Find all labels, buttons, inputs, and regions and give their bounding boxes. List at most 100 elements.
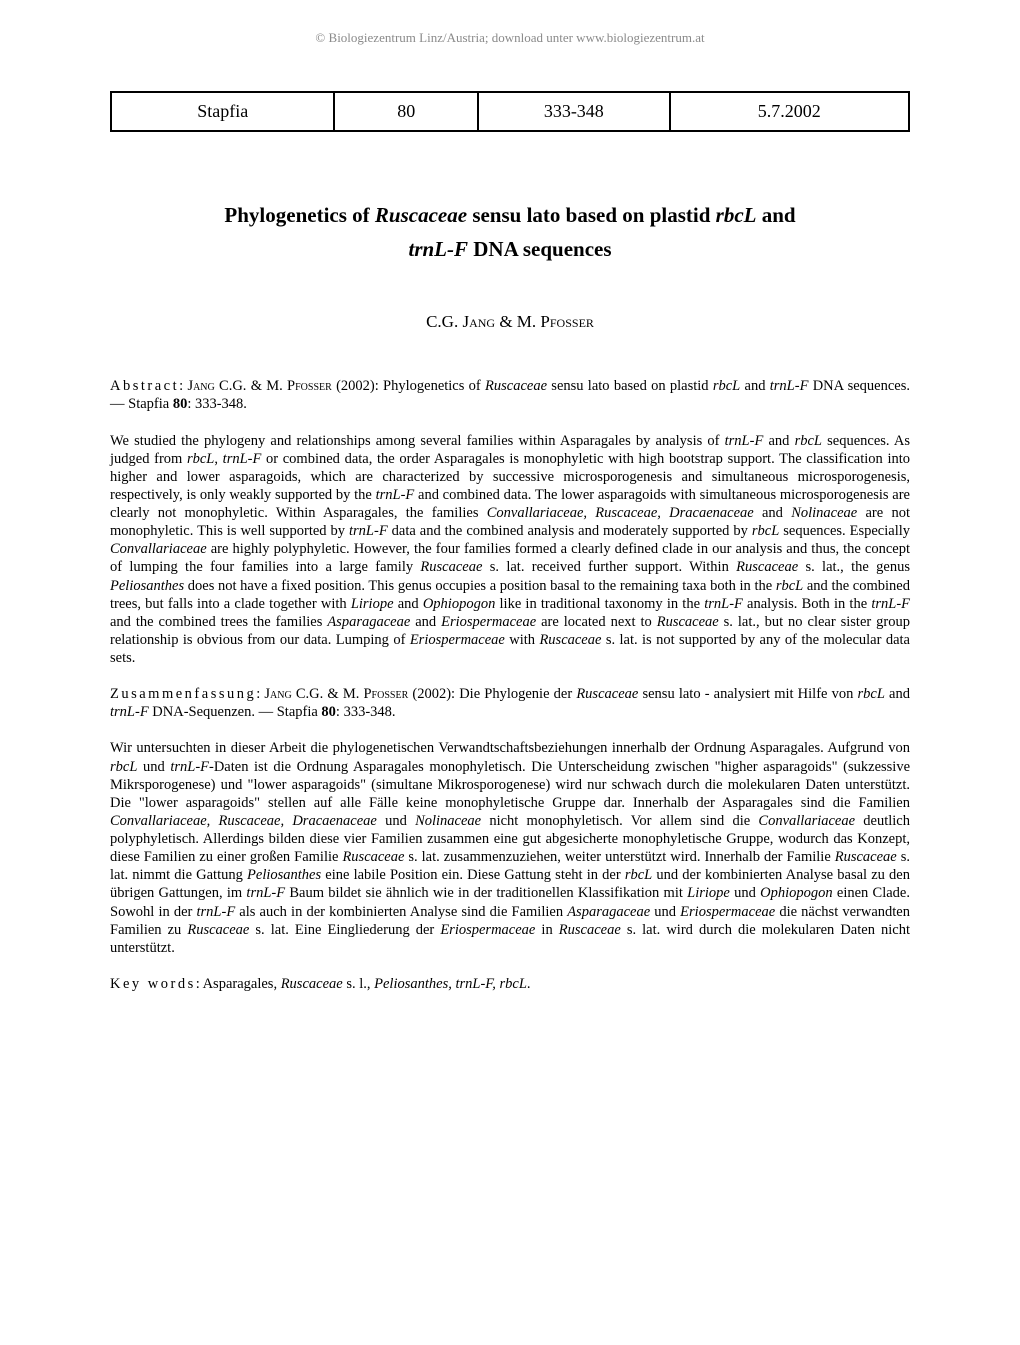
abstract-text: s. lat. received further support. Within (482, 559, 736, 575)
zusammenfassung-italic: Ruscaceae (559, 922, 621, 938)
pages-cell: 333-348 (478, 92, 670, 131)
abstract-text: are located next to (536, 614, 657, 630)
citation-text: and (740, 378, 770, 394)
zusammenfassung-text: nicht monophyletisch. Vor allem sind die (481, 813, 758, 829)
zusammenfassung-italic: Ruscaceae (187, 922, 249, 938)
abstract-text: , (214, 451, 222, 467)
zusammenfassung-italic: rbcL (110, 759, 137, 775)
citation-text: (2002): Phylogenetics of (332, 378, 485, 394)
abstract-text: s. lat., the genus (798, 559, 910, 575)
abstract-citation: Abstract: Jang C.G. & M. Pfosser (2002):… (110, 377, 910, 413)
keywords-text: . (527, 976, 531, 992)
zusammenfassung-italic: Liriope (687, 885, 730, 901)
citation-text: : 333-348. (336, 704, 396, 720)
citation-volume: 80 (321, 704, 336, 720)
keywords-text: : Asparagales, (196, 976, 281, 992)
abstract-italic: trnL-F (725, 433, 764, 449)
zusammenfassung-text: und (730, 885, 760, 901)
abstract-italic: trnL-F (223, 451, 262, 467)
abstract-italic: Eriospermaceae (441, 614, 536, 630)
abstract-italic: Peliosanthes (110, 578, 184, 594)
zusammenfassung-italic: Convallariaceae (758, 813, 855, 829)
subtitle-text: DNA sequences (468, 237, 612, 261)
zusammenfassung-italic: Ruscaceae (342, 849, 404, 865)
citation-text: (2002): Die Phylogenie der (408, 686, 576, 702)
zusammenfassung-italic: Eriospermaceae (680, 904, 775, 920)
author-separator: & M. (495, 312, 540, 331)
date-cell: 5.7.2002 (670, 92, 909, 131)
citation-italic: Ruscaceae (485, 378, 547, 394)
abstract-italic: Ruscaceae (539, 632, 601, 648)
citation-text: : 333-348. (187, 396, 247, 412)
article-subtitle: trnL-F DNA sequences (110, 237, 910, 262)
zusammenfassung-italic: Peliosanthes (247, 867, 321, 883)
citation-text: sensu lato - analysiert mit Hilfe von (638, 686, 857, 702)
citation-italic: trnL-F (110, 704, 149, 720)
abstract-text: analysis. Both in the (743, 596, 871, 612)
keywords-text: s. l., (343, 976, 374, 992)
table-row: Stapfia 80 333-348 5.7.2002 (111, 92, 909, 131)
abstract-italic: Convallariaceae (110, 541, 207, 557)
header-table: Stapfia 80 333-348 5.7.2002 (110, 91, 910, 132)
citation-italic: rbcL (713, 378, 740, 394)
title-text: sensu lato based on plastid (467, 203, 716, 227)
journal-cell: Stapfia (111, 92, 334, 131)
zusammenfassung-text: -Daten ist die Ordnung Asparagales monop… (110, 759, 910, 811)
citation-text: and (885, 686, 910, 702)
abstract-italic: rbcL (187, 451, 214, 467)
citation-author: Pfosser (287, 378, 332, 394)
abstract-italic: trnL-F (349, 523, 388, 539)
author-lastname: Jang (462, 312, 495, 331)
zusammenfassung-text: eine labile Position ein. Diese Gattung … (321, 867, 625, 883)
abstract-italic: Nolinaceae (791, 505, 857, 521)
abstract-text: and (763, 433, 794, 449)
zusammenfassung-italic: trnL-F (246, 885, 285, 901)
zusammenfassung-text: und (137, 759, 170, 775)
abstract-text: and (394, 596, 423, 612)
abstract-italic: Asparagaceae (327, 614, 410, 630)
author-lastname: Pfosser (540, 312, 593, 331)
zusammenfassung-italic: Ophiopogon (760, 885, 833, 901)
zusammenfassung-italic: Eriospermaceae (440, 922, 535, 938)
abstract-italic: Liriope (351, 596, 394, 612)
abstract-body: We studied the phylogeny and relationshi… (110, 432, 910, 668)
zusammenfassung-text: s. lat. Eine Eingliederung der (249, 922, 440, 938)
abstract-text: does not have a fixed position. This gen… (184, 578, 776, 594)
keywords-italic: Peliosanthes, trnL-F, rbcL (374, 976, 527, 992)
citation-italic: rbcL (858, 686, 885, 702)
article-title: Phylogenetics of Ruscaceae sensu lato ba… (110, 202, 910, 229)
title-italic: Ruscaceae (375, 203, 467, 227)
zusammenfassung-text: und (650, 904, 680, 920)
abstract-italic: rbcL (776, 578, 803, 594)
abstract-italic: trnL-F (376, 487, 415, 503)
zusammenfassung-italic: trnL-F (197, 904, 236, 920)
abstract-italic: Eriospermaceae (410, 632, 505, 648)
abstract-text: and (410, 614, 441, 630)
abstract-text: and (754, 505, 791, 521)
title-italic: rbcL (716, 203, 757, 227)
abstract-italic: rbcL (752, 523, 779, 539)
abstract-text: data and the combined analysis and moder… (388, 523, 752, 539)
zusammenfassung-citation: Zusammenfassung: Jang C.G. & M. Pfosser … (110, 685, 910, 721)
abstract-label: Abstract (110, 378, 179, 394)
abstract-italic: Convallariaceae, Ruscaceae, Dracaenaceae (487, 505, 754, 521)
abstract-italic: Ruscaceae (657, 614, 719, 630)
keywords-italic: Ruscaceae (281, 976, 343, 992)
zusammenfassung-text: und (377, 813, 415, 829)
zusammenfassung-body: Wir untersuchten in dieser Arbeit die ph… (110, 739, 910, 957)
citation-italic: trnL-F (770, 378, 809, 394)
citation-volume: 80 (173, 396, 188, 412)
abstract-italic: Ruscaceae (736, 559, 798, 575)
zusammenfassung-text: s. lat. zusammenzuziehen, weiter unterst… (404, 849, 834, 865)
abstract-text: with (505, 632, 540, 648)
authors: C.G. Jang & M. Pfosser (110, 312, 910, 332)
citation-italic: Ruscaceae (576, 686, 638, 702)
keywords: Key words: Asparagales, Ruscaceae s. l.,… (110, 975, 910, 993)
abstract-italic: Ophiopogon (423, 596, 496, 612)
abstract-italic: Ruscaceae (420, 559, 482, 575)
title-text: Phylogenetics of (224, 203, 374, 227)
title-text: and (756, 203, 795, 227)
zusammenfassung-text: Wir untersuchten in dieser Arbeit die ph… (110, 740, 910, 756)
abstract-text: sequences. Especially (779, 523, 910, 539)
citation-text: sensu lato based on plastid (547, 378, 713, 394)
